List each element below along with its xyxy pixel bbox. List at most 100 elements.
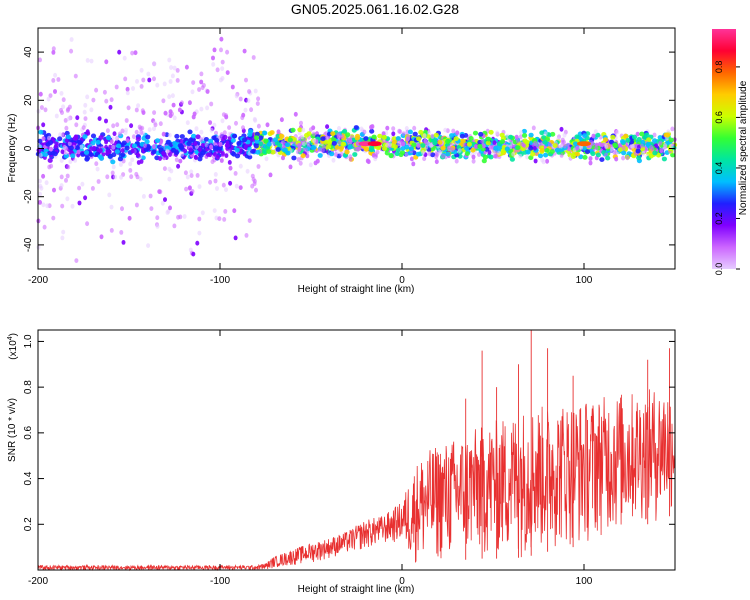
spectrogram-point <box>158 189 163 195</box>
spectrogram-point <box>68 159 73 165</box>
spectrogram-point <box>128 168 133 173</box>
spectrogram-point <box>493 153 498 159</box>
spectrogram-point <box>559 126 564 132</box>
spectrogram-point <box>313 160 318 166</box>
spectrogram-point <box>195 240 200 246</box>
spectrogram-point <box>133 50 138 56</box>
spectrogram-point <box>519 130 524 135</box>
spectrogram-point <box>178 214 183 220</box>
spectrogram-point <box>56 77 61 82</box>
spectrogram-point <box>584 149 591 155</box>
spectrogram-point <box>94 87 99 93</box>
spectrogram-point <box>246 98 251 104</box>
spectrogram-point <box>130 148 135 154</box>
spectrogram-point <box>251 55 256 60</box>
spectrogram-point <box>121 240 126 245</box>
spectrogram-point <box>233 171 238 176</box>
spectrogram-point <box>234 93 239 99</box>
spectrogram-point <box>45 142 51 147</box>
spectrogram-point <box>158 147 164 153</box>
spectrogram-point <box>152 126 156 132</box>
spectrogram-point <box>369 128 375 134</box>
spectrogram-point <box>588 156 593 161</box>
spectrogram-point <box>70 203 75 209</box>
spectrogram-point <box>85 94 90 100</box>
spectrogram-point <box>158 156 162 161</box>
spectrogram-point <box>493 145 499 151</box>
spectrogram-point <box>120 148 125 153</box>
spectrogram-point <box>88 152 94 158</box>
spectrogram-point <box>109 139 114 145</box>
spectrogram-point <box>231 133 238 139</box>
spectrogram-point <box>101 151 106 157</box>
spectrogram-point <box>171 102 176 108</box>
snr-scale-prefix: (x10 <box>8 340 19 360</box>
spectrogram-point <box>254 187 258 193</box>
spectrogram-point <box>134 129 139 135</box>
spectrogram-point <box>85 129 90 135</box>
spectrogram-point <box>85 58 90 63</box>
spectrogram-point <box>134 107 139 113</box>
spectrogram-point <box>137 124 142 130</box>
spectrogram-point <box>588 160 593 166</box>
spectrogram-point <box>644 132 650 138</box>
spectrogram-point <box>340 134 345 139</box>
spectrogram-point <box>108 144 113 150</box>
spectrogram-point <box>605 155 611 161</box>
spectrogram-point <box>620 139 626 144</box>
spectrogram-point <box>64 125 69 131</box>
spectrogram-point <box>491 150 496 155</box>
spectrogram-point <box>243 107 248 113</box>
spectrogram-point <box>139 67 144 73</box>
spectrogram-point <box>636 155 642 161</box>
spectrogram-point <box>227 125 232 130</box>
spectrogram-point <box>117 49 122 55</box>
spectrogram-point <box>139 84 144 89</box>
spectrogram-point <box>468 136 474 141</box>
spectrogram-point <box>258 141 264 147</box>
spectrogram-point <box>191 80 196 85</box>
spectrogram-point <box>215 154 220 160</box>
spectrogram-point <box>126 105 131 111</box>
spectrogram-point <box>268 172 273 178</box>
spectrogram-point <box>600 142 605 148</box>
spectrogram-point <box>67 141 72 147</box>
spectrogram-point <box>46 96 51 102</box>
spectrogram-point <box>118 162 123 167</box>
spectrogram-point <box>441 153 445 159</box>
spectrogram-point <box>215 186 219 191</box>
spectrogram-point <box>128 161 133 167</box>
spectrogram-y-tick-label: 0 <box>23 145 34 151</box>
spectrogram-point <box>59 91 64 96</box>
spectrogram-point <box>223 209 228 214</box>
spectrogram-point <box>145 134 151 140</box>
spectrogram-point <box>255 101 260 106</box>
spectrogram-point <box>85 221 90 227</box>
spectrogram-point <box>499 139 505 145</box>
spectrogram-point <box>631 134 638 140</box>
spectrogram-point <box>421 150 426 155</box>
spectrogram-point <box>578 154 584 160</box>
spectrogram-point <box>165 139 171 145</box>
spectrogram-point <box>582 155 588 160</box>
spectrogram-point <box>310 145 316 151</box>
spectrogram-point <box>434 154 439 160</box>
spectrogram-point <box>146 71 151 77</box>
colorbar-tick-label: 0.2 <box>714 212 724 225</box>
spectrogram-point <box>449 133 455 138</box>
spectrogram-point <box>427 151 432 156</box>
spectrogram-point <box>481 158 487 164</box>
spectrogram-point <box>472 130 479 136</box>
spectrogram-point <box>251 177 256 182</box>
spectrogram-point <box>185 120 190 126</box>
spectrogram-peak <box>367 141 382 147</box>
spectrogram-point <box>110 159 116 165</box>
spectrogram-point <box>293 111 298 117</box>
spectrogram-point <box>621 155 626 161</box>
spectrogram-point <box>177 107 182 113</box>
spectrogram-point <box>593 129 598 135</box>
spectrogram-point <box>172 115 177 121</box>
spectrogram-point <box>649 144 653 150</box>
spectrogram-point <box>148 193 153 199</box>
spectrogram-point <box>167 57 172 63</box>
